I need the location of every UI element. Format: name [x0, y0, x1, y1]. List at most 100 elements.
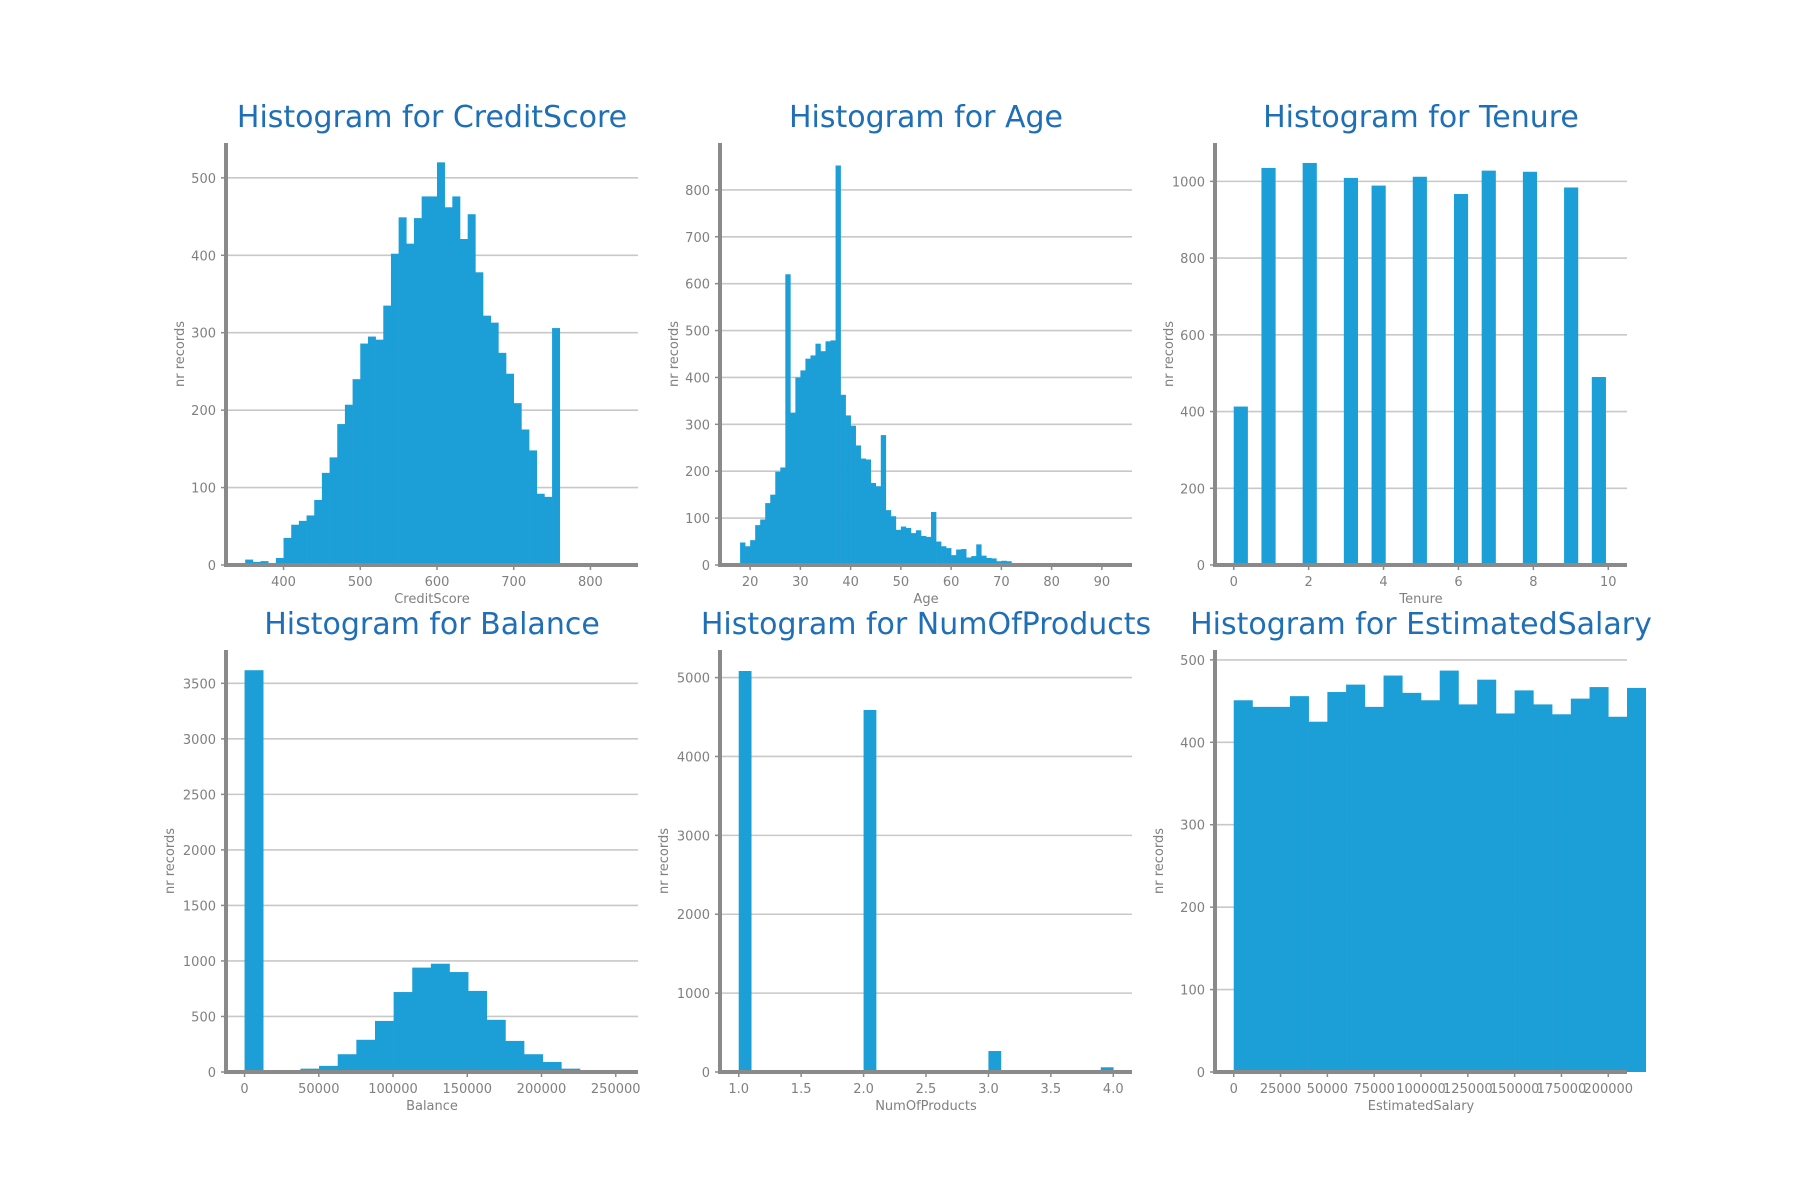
chart-title: Histogram for Age — [789, 100, 1063, 135]
histogram-bar — [946, 548, 952, 565]
histogram-bar — [429, 196, 438, 565]
histogram-bar — [863, 709, 877, 1072]
histogram-bar — [319, 1065, 339, 1072]
histogram-bar — [352, 379, 361, 565]
x-tick-label: 100000 — [1396, 1082, 1446, 1097]
y-tick-label: 800 — [1180, 252, 1205, 267]
y-tick-label: 500 — [685, 325, 710, 340]
histogram-bar — [915, 530, 922, 565]
x-tick-label: 800 — [578, 575, 603, 590]
histogram-bar — [991, 558, 997, 565]
x-tick-label: 25000 — [1260, 1082, 1301, 1097]
histogram-bar — [1289, 696, 1309, 1072]
histogram-bar — [900, 526, 907, 565]
y-tick-label: 100 — [1180, 984, 1205, 999]
histogram-bar — [298, 520, 307, 565]
y-tick-label: 600 — [1180, 329, 1205, 344]
x-tick-label: 70 — [993, 575, 1010, 590]
histogram-bar — [1343, 177, 1359, 566]
histogram-bar — [815, 343, 821, 565]
histogram-bar — [1533, 704, 1553, 1072]
histogram-bar — [490, 322, 499, 565]
y-tick-label: 200 — [1180, 901, 1205, 916]
y-tick-label: 1000 — [1172, 175, 1205, 190]
x-axis-label: Tenure — [1398, 592, 1442, 607]
histogram-bar — [860, 458, 867, 565]
y-tick-label: 400 — [1180, 736, 1205, 751]
histogram-bar — [393, 992, 413, 1072]
x-tick-label: 150000 — [442, 1082, 492, 1097]
histogram-bar — [1327, 692, 1347, 1072]
x-tick-label: 60 — [943, 575, 960, 590]
x-tick-label: 2.0 — [853, 1082, 874, 1097]
histogram-bar — [506, 373, 515, 565]
histogram-bar — [449, 972, 469, 1072]
histogram-bar — [1308, 721, 1328, 1072]
histogram-bar — [825, 341, 831, 565]
y-tick-label: 1000 — [677, 987, 710, 1002]
x-tick-label: 3.5 — [1041, 1082, 1062, 1097]
histogram-bar — [1453, 194, 1469, 566]
histogram-bar — [870, 482, 877, 565]
histogram-bar — [780, 467, 786, 565]
x-tick-label: 2.5 — [916, 1082, 937, 1097]
y-tick-label: 2500 — [183, 788, 216, 803]
axes: 0 200 400 600 800 1000 0 2 4 6 8 10 — [1172, 143, 1627, 590]
histogram-bar — [1495, 713, 1515, 1072]
histogram-bar — [544, 496, 553, 565]
y-tick-label: 1500 — [183, 899, 216, 914]
y-tick-label: 2000 — [677, 908, 710, 923]
chart-title: Histogram for CreditScore — [237, 100, 627, 135]
histogram-bar — [845, 415, 851, 565]
y-tick-label: 500 — [191, 172, 216, 187]
y-tick-label: 700 — [685, 231, 710, 246]
histogram-bar — [452, 196, 461, 565]
y-tick-label: 200 — [1180, 482, 1205, 497]
x-tick-label: 0 — [1230, 575, 1238, 590]
grid — [720, 676, 1132, 994]
panel-tenure: Tenure nr records 0 200 400 600 800 1000 0 2 4 6 8… — [1162, 100, 1627, 607]
y-tick-label: 4000 — [677, 750, 710, 765]
histogram-bar — [810, 355, 816, 565]
histogram-bar — [1346, 684, 1366, 1072]
histogram-bar — [880, 435, 887, 565]
histogram-bar — [1439, 670, 1459, 1072]
histogram-bar — [905, 527, 912, 565]
histogram-bar — [1477, 679, 1497, 1072]
panel-creditscore: CreditScore nr records 0 100 200 300 400 500 4… — [173, 100, 638, 607]
histogram-bar — [1421, 700, 1441, 1072]
histogram-bar — [1233, 700, 1253, 1072]
x-tick-label: 400 — [271, 575, 296, 590]
histogram-bar — [910, 533, 917, 565]
x-tick-label: 2 — [1304, 575, 1312, 590]
histogram-bar — [483, 315, 491, 565]
histogram-bar — [1371, 185, 1386, 566]
histogram-bar — [1589, 687, 1609, 1072]
histogram-bar — [1481, 170, 1496, 565]
histogram-bar — [981, 555, 987, 565]
y-tick-label: 1000 — [183, 955, 216, 970]
x-tick-label: 50 — [893, 575, 910, 590]
histogram-bar — [941, 546, 947, 565]
panel-balance: Balance nr records 0 500 1000 1500 2000 2500 3… — [163, 607, 641, 1114]
histogram-bar — [460, 239, 468, 565]
y-tick-label: 0 — [702, 559, 710, 574]
y-tick-label: 400 — [685, 371, 710, 386]
bars — [1233, 162, 1606, 566]
y-tick-label: 3000 — [183, 733, 216, 748]
x-tick-label: 600 — [425, 575, 450, 590]
histogram-bar — [291, 524, 300, 565]
y-tick-label: 3000 — [677, 829, 710, 844]
histogram-bar — [1364, 706, 1384, 1072]
histogram-bar — [529, 450, 538, 565]
histogram-bar — [895, 529, 902, 565]
histogram-bar — [790, 412, 796, 565]
histogram-bar — [855, 445, 861, 565]
x-axis-label: Balance — [406, 1099, 458, 1114]
y-axis-label: nr records — [657, 828, 672, 894]
x-tick-label: 4 — [1379, 575, 1387, 590]
histogram-bar — [800, 370, 806, 565]
histogram-bar — [835, 165, 841, 566]
histogram-bar — [505, 1040, 525, 1072]
histogram-bar — [245, 559, 254, 565]
